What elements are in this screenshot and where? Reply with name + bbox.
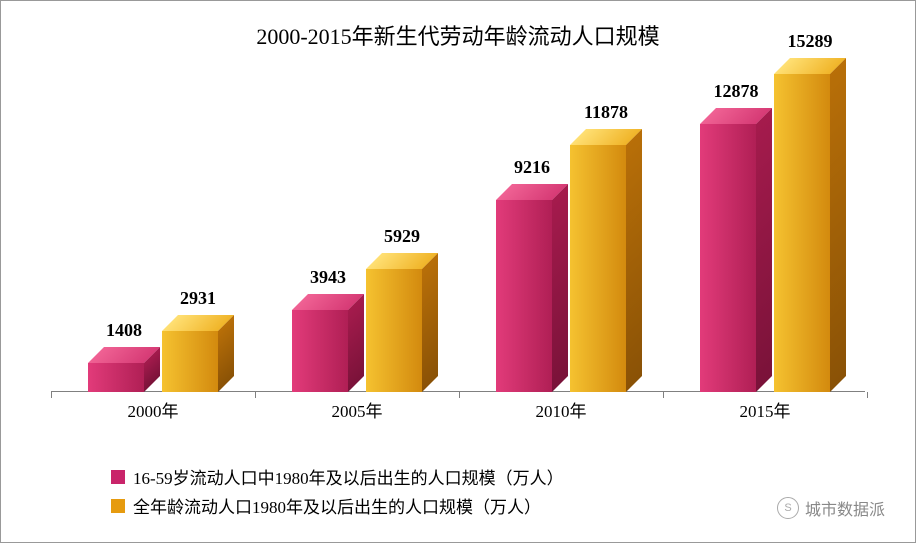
legend: 16-59岁流动人口中1980年及以后出生的人口规模（万人） 全年龄流动人口19… bbox=[111, 464, 855, 522]
data-label: 15289 bbox=[788, 31, 833, 52]
data-label: 1408 bbox=[106, 320, 142, 341]
data-label: 12878 bbox=[714, 81, 759, 102]
legend-item-1: 全年龄流动人口1980年及以后出生的人口规模（万人） bbox=[111, 493, 855, 518]
bar bbox=[700, 124, 756, 392]
legend-swatch-0 bbox=[111, 470, 125, 484]
legend-label-1: 全年龄流动人口1980年及以后出生的人口规模（万人） bbox=[133, 493, 541, 518]
data-label: 5929 bbox=[384, 226, 420, 247]
x-axis-label: 2000年 bbox=[128, 397, 179, 422]
data-label: 11878 bbox=[584, 102, 628, 123]
data-label: 2931 bbox=[180, 288, 216, 309]
watermark-icon: S bbox=[777, 497, 799, 519]
chart-container: 2000-2015年新生代劳动年龄流动人口规模 1408 2931 3943 5929… bbox=[0, 0, 916, 543]
x-axis-label: 2005年 bbox=[332, 397, 383, 422]
chart-title: 2000-2015年新生代劳动年龄流动人口规模 bbox=[1, 19, 915, 51]
bar bbox=[292, 310, 348, 392]
legend-swatch-1 bbox=[111, 499, 125, 513]
legend-item-0: 16-59岁流动人口中1980年及以后出生的人口规模（万人） bbox=[111, 464, 855, 489]
bar bbox=[366, 269, 422, 392]
data-label: 3943 bbox=[310, 267, 346, 288]
watermark: S 城市数据派 bbox=[777, 496, 885, 520]
x-axis-label: 2015年 bbox=[740, 397, 791, 422]
bar bbox=[774, 74, 830, 392]
bar bbox=[570, 145, 626, 392]
legend-label-0: 16-59岁流动人口中1980年及以后出生的人口规模（万人） bbox=[133, 464, 564, 489]
data-label: 9216 bbox=[514, 157, 550, 178]
watermark-text: 城市数据派 bbox=[805, 496, 885, 520]
x-axis-label: 2010年 bbox=[536, 397, 587, 422]
bar bbox=[496, 200, 552, 392]
plot-area: 14082931394359299216118781287815289 2000… bbox=[51, 61, 865, 422]
bar bbox=[162, 331, 218, 392]
bar bbox=[88, 363, 144, 392]
